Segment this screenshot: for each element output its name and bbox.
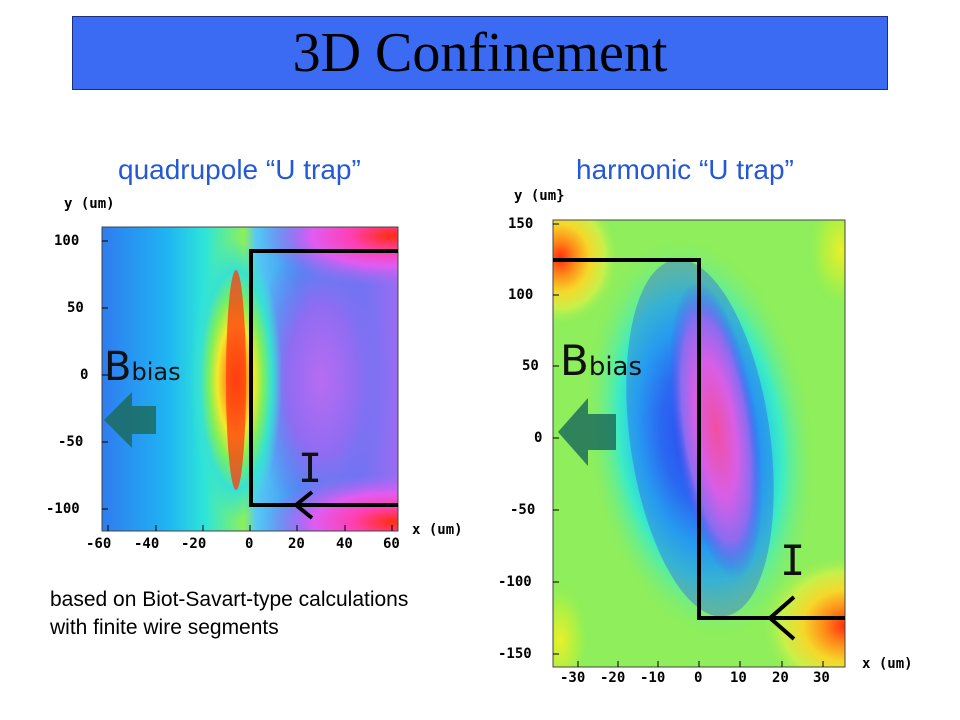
right-y-tick: 150 xyxy=(508,216,534,232)
left-x-axis-label: x (um) xyxy=(412,522,463,538)
left-current-arrow xyxy=(292,490,314,520)
right-y-tick: -50 xyxy=(510,502,536,518)
right-y-tick: 50 xyxy=(522,358,539,374)
right-axis-ticks xyxy=(553,223,824,667)
right-y-axis-label: y (um} xyxy=(514,188,565,204)
left-x-tick: -20 xyxy=(181,536,207,552)
left-x-tick: 40 xyxy=(336,536,353,552)
right-x-tick: 20 xyxy=(772,670,789,686)
left-x-tick: 0 xyxy=(245,536,254,552)
calculation-note: based on Biot-Savart-type calculations w… xyxy=(50,588,409,639)
right-x-tick: 10 xyxy=(730,670,747,686)
right-x-tick: 30 xyxy=(813,670,830,686)
right-current-label: I xyxy=(780,536,806,585)
slide-title: 3D Confinement xyxy=(292,22,668,84)
right-field-subscript: bias xyxy=(588,352,643,382)
left-field-symbol: B xyxy=(104,344,132,390)
right-x-tick: 0 xyxy=(694,670,703,686)
left-y-tick: 100 xyxy=(54,233,80,249)
left-x-tick: -40 xyxy=(134,536,160,552)
right-density-plot xyxy=(552,219,846,668)
right-current-arrow xyxy=(766,595,796,641)
right-field-symbol: B xyxy=(560,336,589,385)
right-x-tick: -20 xyxy=(600,670,626,686)
left-bbias-label: Bbias xyxy=(104,344,181,390)
right-y-tick: -100 xyxy=(498,574,532,590)
right-bbias-arrow xyxy=(558,398,616,466)
left-y-axis-label: y (um) xyxy=(64,196,115,212)
left-axis-ticks xyxy=(102,240,393,531)
right-plot-heading: harmonic “U trap” xyxy=(576,154,794,185)
left-y-tick: 50 xyxy=(67,300,84,316)
left-y-tick: -50 xyxy=(58,434,84,450)
left-plot-heading: quadrupole “U trap” xyxy=(118,154,361,185)
right-y-tick: -150 xyxy=(498,646,532,662)
left-field-subscript: bias xyxy=(131,358,181,386)
left-current-label: I xyxy=(298,446,323,492)
title-bar: 3D Confinement xyxy=(72,16,888,90)
left-x-tick: 20 xyxy=(288,536,305,552)
right-x-axis-label: x (um) xyxy=(862,656,913,672)
right-y-tick: 100 xyxy=(508,287,534,303)
left-y-tick: -100 xyxy=(46,501,80,517)
right-y-tick: 0 xyxy=(534,430,543,446)
left-x-tick: -60 xyxy=(86,536,112,552)
left-y-tick: 0 xyxy=(80,367,89,383)
right-x-tick: -30 xyxy=(560,670,586,686)
left-x-tick: 60 xyxy=(383,536,400,552)
left-u-wire xyxy=(249,249,398,507)
right-x-tick: -10 xyxy=(640,670,666,686)
right-bbias-label: Bbias xyxy=(560,336,642,385)
left-bbias-arrow xyxy=(104,392,156,448)
